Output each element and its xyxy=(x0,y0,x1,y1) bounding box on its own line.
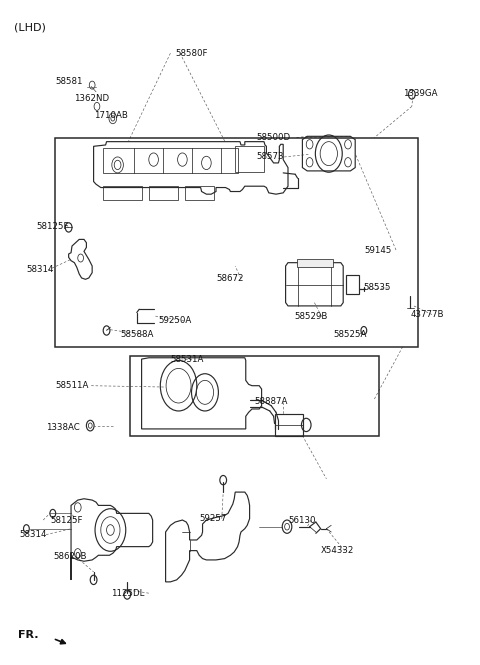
Text: 58125F: 58125F xyxy=(36,222,69,231)
Text: 58125F: 58125F xyxy=(50,515,83,525)
Text: 58581: 58581 xyxy=(55,76,83,86)
Text: 58314: 58314 xyxy=(19,530,47,539)
Text: 58588A: 58588A xyxy=(120,330,154,339)
Bar xyxy=(149,186,178,200)
Text: 1339GA: 1339GA xyxy=(403,88,438,98)
Text: FR.: FR. xyxy=(18,630,39,640)
Text: 58535: 58535 xyxy=(363,283,391,293)
Bar xyxy=(55,138,418,347)
Text: 58672: 58672 xyxy=(216,274,243,283)
Text: 58620B: 58620B xyxy=(54,552,87,561)
Text: 56130: 56130 xyxy=(288,515,315,525)
Text: 58531A: 58531A xyxy=(170,354,204,364)
Bar xyxy=(297,259,333,267)
Bar xyxy=(275,414,303,436)
Bar xyxy=(130,356,379,436)
Text: 58573: 58573 xyxy=(257,152,284,162)
Bar xyxy=(346,275,359,294)
Text: 1710AB: 1710AB xyxy=(94,111,128,120)
Text: 58511A: 58511A xyxy=(55,381,89,390)
Text: 58500D: 58500D xyxy=(257,133,291,142)
Text: 1362ND: 1362ND xyxy=(74,94,109,103)
Text: 43777B: 43777B xyxy=(410,310,444,319)
Text: 58580F: 58580F xyxy=(175,49,208,58)
Bar xyxy=(185,186,214,200)
Text: X54332: X54332 xyxy=(321,546,354,555)
Text: 59250A: 59250A xyxy=(158,316,192,325)
Text: 1338AC: 1338AC xyxy=(46,423,79,432)
Text: 58529B: 58529B xyxy=(295,312,328,321)
Bar xyxy=(103,186,142,200)
Bar xyxy=(235,146,264,172)
Text: 59145: 59145 xyxy=(365,245,392,255)
Bar xyxy=(103,148,238,173)
Text: 1125DL: 1125DL xyxy=(111,589,145,598)
Text: 58314: 58314 xyxy=(26,265,54,275)
Text: 59257: 59257 xyxy=(199,514,227,523)
Text: 58525A: 58525A xyxy=(334,330,367,339)
Text: (LHD): (LHD) xyxy=(14,23,46,33)
Text: 58887A: 58887A xyxy=(254,397,288,406)
